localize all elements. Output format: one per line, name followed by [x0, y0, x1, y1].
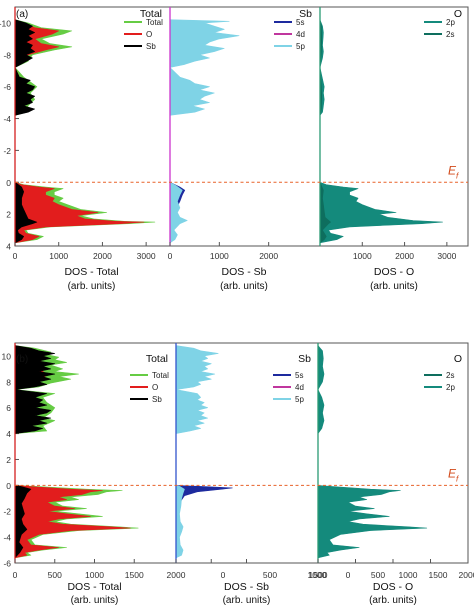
y-tick-label: 2 [6, 455, 11, 465]
subplot-title-total: Total [140, 8, 162, 20]
x-tick-label: 500 [371, 570, 385, 580]
fermi-level-label: E [448, 163, 457, 177]
fermi-level-subscript: f [456, 171, 459, 180]
y-tick-label: -4 [3, 114, 11, 124]
legend-label-5p: 5p [295, 395, 304, 404]
y-tick-label: 6 [6, 403, 11, 413]
panel-tag: (b) [16, 354, 28, 365]
x-axis-label-o: DOS - O [373, 581, 413, 593]
panel-a: 4 2 0 -2 -4 -6 -8 -10 0 1000 2000 3000 DOS - Total (a… [0, 6, 469, 292]
x-tick-label: 500 [48, 570, 62, 580]
x-tick-label: 1000 [85, 570, 104, 580]
x-axis-label-sb: DOS - Sb [222, 266, 267, 278]
x-tick-label: 2000 [93, 251, 112, 261]
y-tick-label: 0 [6, 481, 11, 491]
legend-label-2p: 2p [446, 383, 455, 392]
x-tick-label: 1000 [353, 251, 372, 261]
dos-curve-o-2p [317, 345, 428, 559]
legend-label-total: Total [152, 371, 169, 380]
x-tick-label: 1000 [308, 570, 327, 580]
legend-label-o: O [146, 30, 152, 39]
legend-label-2p: 2p [446, 18, 455, 27]
x-tick-label: 0 [13, 570, 18, 580]
y-tick-label: -6 [3, 82, 11, 92]
x-tick-label: 3000 [137, 251, 156, 261]
x-tick-label: 1500 [309, 570, 328, 580]
dos-curve-total-sb [14, 345, 56, 559]
legend-label-2s: 2s [446, 371, 454, 380]
subplot-title-sb: Sb [299, 8, 312, 20]
subplot-title-sb: Sb [298, 353, 311, 365]
dos-curve-o-2p [319, 19, 443, 244]
x-axis-unit-total: (arb. units) [71, 595, 119, 606]
legend-label-o: O [152, 383, 158, 392]
x-tick-label: 3000 [437, 251, 456, 261]
x-axis-unit-o: (arb. units) [369, 595, 417, 606]
panel-tag: (a) [16, 9, 28, 20]
subplot-title-total: Total [146, 353, 168, 365]
y-tick-label: -6 [3, 559, 11, 569]
x-axis-unit-total: (arb. units) [68, 281, 116, 292]
x-tick-label: 1000 [399, 570, 418, 580]
x-tick-label: 0 [346, 570, 351, 580]
y-tick-label: -2 [3, 507, 11, 517]
y-tick-label: -8 [3, 50, 11, 60]
y-tick-label: 8 [6, 377, 11, 387]
x-tick-label: 2000 [259, 251, 278, 261]
x-tick-label: 2000 [395, 251, 414, 261]
legend-label-4d: 4d [295, 383, 304, 392]
subplot-title-o: O [454, 8, 462, 20]
y-tick-label: 4 [6, 429, 11, 439]
legend-label-sb: Sb [146, 42, 156, 51]
y-tick-label: 2 [6, 210, 11, 220]
dos-curve-total-sb [14, 19, 38, 244]
dos-curve-sb-5p [169, 19, 240, 244]
x-axis-unit-o: (arb. units) [370, 281, 418, 292]
x-axis-label-o: DOS - O [374, 266, 414, 278]
x-tick-label: 500 [263, 570, 277, 580]
x-axis-unit-sb: (arb. units) [220, 281, 268, 292]
x-axis-label-sb: DOS - Sb [224, 581, 269, 593]
fermi-level-subscript: f [456, 474, 459, 483]
legend-label-total: Total [146, 18, 163, 27]
x-tick-label: 2000 [167, 570, 186, 580]
x-tick-label: 2000 [459, 570, 474, 580]
y-tick-label: -2 [3, 146, 11, 156]
x-tick-label: 0 [221, 570, 226, 580]
y-tick-label: -4 [3, 533, 11, 543]
legend-label-5p: 5p [296, 42, 305, 51]
legend-label-5s: 5s [296, 18, 304, 27]
x-tick-label: 0 [13, 251, 18, 261]
x-axis-unit-sb: (arb. units) [223, 595, 271, 606]
x-tick-label: 0 [168, 251, 173, 261]
x-axis-label-total: DOS - Total [64, 266, 118, 278]
x-tick-label: 1500 [429, 570, 448, 580]
legend-label-4d: 4d [296, 30, 305, 39]
x-tick-label: 1500 [125, 570, 144, 580]
fermi-level-label: E [448, 466, 457, 480]
x-tick-label: 1000 [49, 251, 68, 261]
legend-label-sb: Sb [152, 395, 162, 404]
y-tick-label: 10 [2, 351, 12, 361]
legend-label-2s: 2s [446, 30, 454, 39]
x-tick-label: 1000 [210, 251, 229, 261]
y-tick-label: -10 [0, 18, 11, 28]
subplot-title-o: O [454, 353, 462, 365]
dos-curve-sb-5p [175, 345, 219, 559]
legend-label-5s: 5s [295, 371, 303, 380]
y-tick-label: 4 [6, 242, 11, 252]
dos-curve-o-2s [319, 19, 331, 244]
y-tick-label: 0 [6, 178, 11, 188]
x-axis-label-total: DOS - Total [67, 581, 121, 593]
